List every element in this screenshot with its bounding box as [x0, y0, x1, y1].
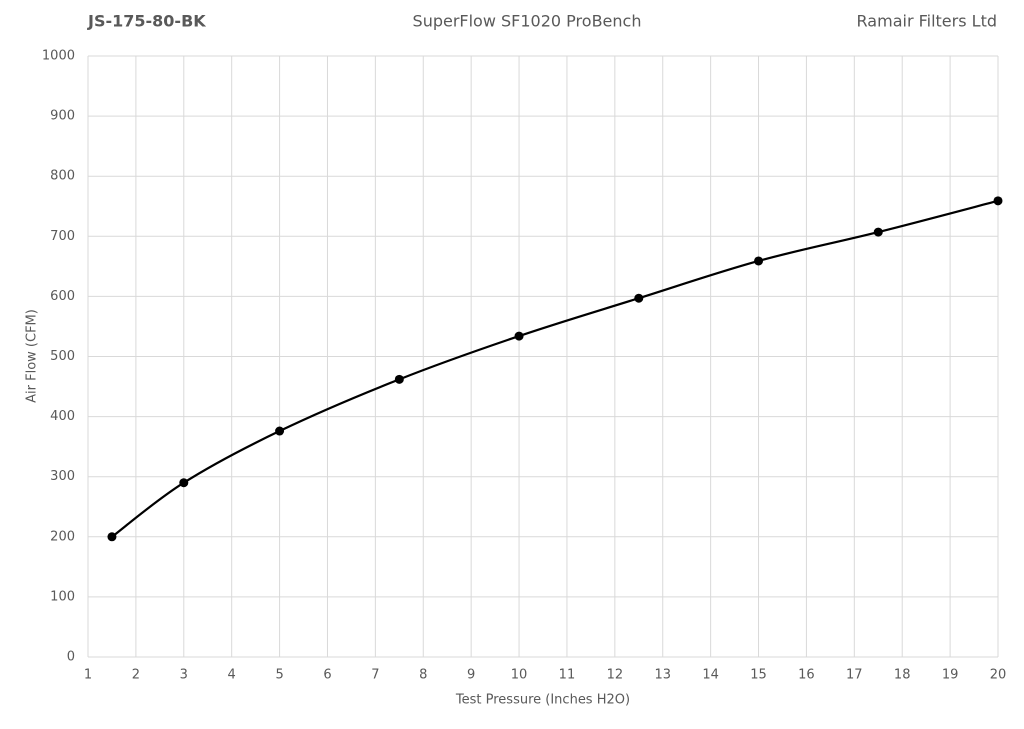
marker [107, 532, 117, 542]
marker [993, 196, 1003, 206]
chart-title-right: Ramair Filters Ltd [857, 12, 997, 31]
x-tick-label: 15 [750, 668, 767, 683]
x-tick-label: 18 [894, 668, 911, 683]
y-axis-title: Air Flow (CFM) [25, 309, 40, 403]
marker [634, 293, 644, 303]
x-tick-label: 10 [511, 668, 528, 683]
y-tick-label: 1000 [42, 49, 75, 64]
x-tick-label: 4 [228, 668, 236, 683]
x-tick-label: 8 [419, 668, 427, 683]
y-tick-label: 400 [50, 409, 75, 424]
chart-title-left: JS-175-80-BK [87, 12, 206, 31]
x-tick-label: 1 [84, 668, 92, 683]
y-tick-label: 700 [50, 229, 75, 244]
marker [394, 374, 404, 384]
x-tick-label: 13 [654, 668, 671, 683]
marker [275, 426, 285, 436]
marker [873, 227, 883, 237]
marker [514, 331, 524, 341]
x-tick-label: 2 [132, 668, 140, 683]
y-tick-label: 500 [50, 349, 75, 364]
x-tick-label: 6 [323, 668, 331, 683]
marker [179, 478, 189, 488]
y-tick-label: 300 [50, 469, 75, 484]
x-tick-label: 14 [702, 668, 719, 683]
line [111, 199, 999, 538]
y-tick-label: 200 [50, 529, 75, 544]
x-tick-label: 5 [275, 668, 283, 683]
x-tick-label: 16 [798, 668, 815, 683]
chart-title: SuperFlow SF1020 ProBench [413, 12, 642, 31]
x-tick-label: 19 [942, 668, 959, 683]
x-tick-label: 3 [180, 668, 188, 683]
y-tick-label: 900 [50, 109, 75, 124]
y-tick-label: 800 [50, 169, 75, 184]
x-axis-title: Test Pressure (Inches H2O) [455, 693, 630, 708]
x-tick-label: 11 [559, 668, 576, 683]
x-tick-label: 9 [467, 668, 475, 683]
x-tick-label: 12 [607, 668, 624, 683]
x-tick-label: 20 [990, 668, 1007, 683]
y-tick-label: 600 [50, 289, 75, 304]
x-tick-label: 7 [371, 668, 379, 683]
x-tick-label: 17 [846, 668, 863, 683]
y-tick-label: 100 [50, 589, 75, 604]
marker [754, 256, 764, 266]
y-tick-label: 0 [67, 650, 75, 665]
